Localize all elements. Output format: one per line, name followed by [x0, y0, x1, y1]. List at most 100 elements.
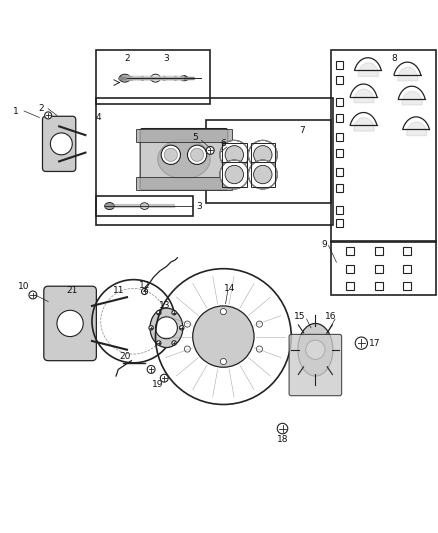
Circle shape — [191, 148, 204, 161]
Circle shape — [157, 310, 161, 315]
Circle shape — [45, 112, 52, 119]
Bar — [206, 120, 331, 203]
Circle shape — [277, 423, 288, 434]
Text: 1: 1 — [12, 107, 18, 116]
Bar — [222, 162, 247, 187]
Text: 15: 15 — [294, 312, 306, 321]
Text: 2: 2 — [39, 104, 44, 114]
Text: 6: 6 — [220, 139, 226, 148]
Text: 14: 14 — [224, 284, 236, 293]
Circle shape — [50, 133, 72, 155]
FancyBboxPatch shape — [140, 128, 228, 190]
Circle shape — [256, 346, 262, 352]
Bar — [403, 282, 411, 290]
Bar — [96, 197, 193, 216]
Text: 10: 10 — [18, 282, 30, 290]
Text: 18: 18 — [277, 435, 288, 444]
Bar — [251, 162, 275, 187]
Text: 17: 17 — [369, 338, 380, 348]
Text: 20: 20 — [119, 352, 131, 361]
Bar — [331, 241, 436, 295]
Ellipse shape — [119, 74, 130, 82]
Text: 4: 4 — [96, 113, 101, 122]
Bar — [336, 133, 343, 141]
Text: 2: 2 — [124, 54, 130, 63]
Bar — [375, 282, 383, 290]
Bar — [346, 282, 354, 290]
Circle shape — [141, 288, 148, 295]
Text: 12: 12 — [139, 281, 150, 290]
Circle shape — [184, 321, 191, 327]
Bar — [336, 184, 343, 191]
Text: 7: 7 — [299, 126, 305, 135]
Text: 19: 19 — [152, 380, 163, 389]
Circle shape — [225, 146, 244, 164]
Bar — [336, 76, 343, 84]
Text: 21: 21 — [67, 286, 78, 295]
Circle shape — [193, 306, 254, 367]
Circle shape — [306, 340, 325, 359]
Circle shape — [248, 160, 277, 189]
Text: 3: 3 — [163, 54, 170, 63]
Text: 11: 11 — [113, 286, 124, 295]
Bar — [336, 168, 343, 176]
Text: 8: 8 — [391, 54, 397, 63]
Circle shape — [220, 160, 249, 189]
Circle shape — [149, 326, 153, 330]
Ellipse shape — [150, 308, 183, 348]
Circle shape — [254, 165, 272, 184]
Ellipse shape — [151, 74, 160, 82]
Bar — [222, 142, 247, 167]
Ellipse shape — [180, 76, 187, 81]
Bar — [336, 149, 343, 157]
Bar — [403, 265, 411, 273]
Circle shape — [220, 140, 249, 169]
Circle shape — [184, 346, 191, 352]
Circle shape — [172, 341, 176, 345]
Circle shape — [164, 148, 177, 161]
Bar — [96, 98, 333, 225]
Circle shape — [160, 374, 168, 382]
Bar — [375, 265, 383, 273]
Bar — [346, 265, 354, 273]
Circle shape — [147, 366, 155, 374]
Text: 3: 3 — [196, 201, 202, 211]
Circle shape — [195, 308, 252, 365]
Circle shape — [57, 310, 83, 336]
Circle shape — [155, 317, 177, 339]
Bar — [96, 50, 210, 104]
Circle shape — [220, 309, 226, 314]
Circle shape — [220, 359, 226, 365]
Ellipse shape — [298, 324, 333, 376]
Bar — [375, 247, 383, 255]
Circle shape — [355, 337, 367, 349]
Circle shape — [248, 140, 277, 169]
Ellipse shape — [105, 203, 114, 209]
FancyBboxPatch shape — [42, 116, 76, 172]
Bar — [136, 128, 232, 142]
Bar — [336, 219, 343, 227]
Text: 5: 5 — [192, 133, 198, 142]
Circle shape — [254, 146, 272, 164]
Bar — [336, 98, 343, 106]
Circle shape — [206, 147, 214, 155]
Bar — [346, 247, 354, 255]
FancyBboxPatch shape — [44, 286, 96, 361]
FancyBboxPatch shape — [289, 334, 342, 395]
Circle shape — [157, 341, 161, 345]
Circle shape — [29, 291, 37, 299]
Ellipse shape — [158, 140, 210, 179]
Bar — [251, 142, 275, 167]
Bar — [403, 247, 411, 255]
Circle shape — [161, 145, 180, 165]
Circle shape — [225, 165, 244, 184]
Text: 9: 9 — [321, 240, 327, 249]
Bar — [136, 177, 232, 190]
Ellipse shape — [140, 203, 149, 209]
Circle shape — [180, 326, 184, 330]
Bar — [336, 114, 343, 122]
Bar — [331, 50, 436, 243]
Bar — [336, 61, 343, 69]
Text: 13: 13 — [159, 302, 170, 310]
Circle shape — [256, 321, 262, 327]
